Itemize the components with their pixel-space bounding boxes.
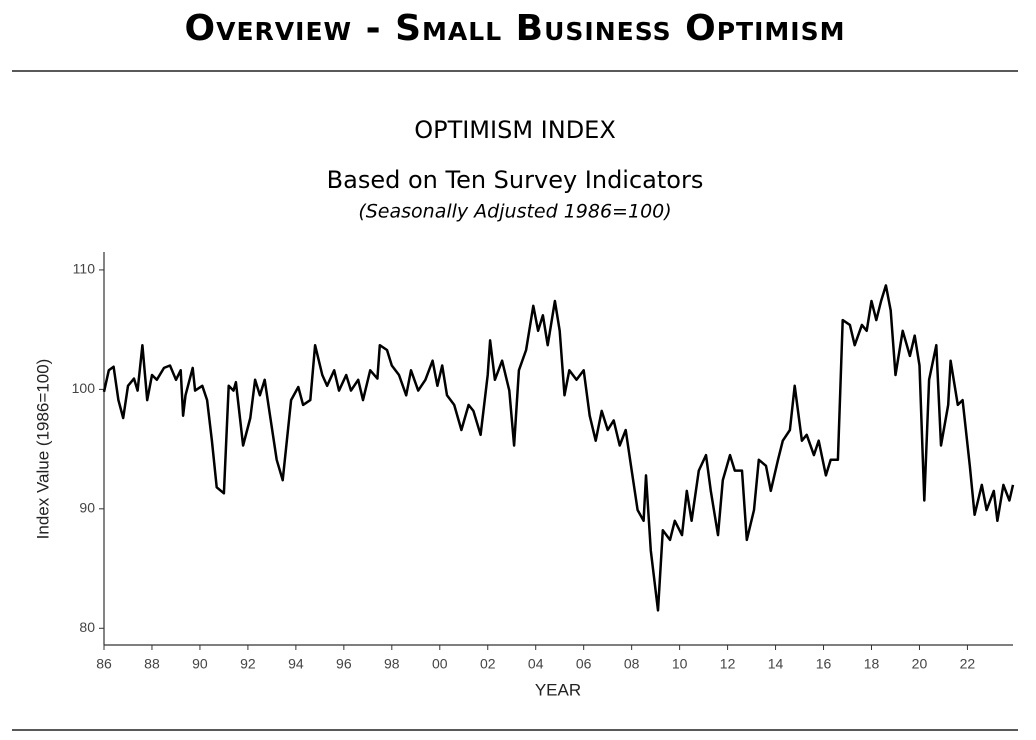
- x-tick-label: 86: [96, 656, 112, 672]
- x-tick-label: 88: [144, 656, 160, 672]
- x-tick-label: 92: [240, 656, 256, 672]
- x-tick-label: 98: [384, 656, 400, 672]
- x-tick-label: 96: [336, 656, 352, 672]
- x-tick-label: 18: [864, 656, 880, 672]
- y-axis-label: Index Value (1986=100): [33, 359, 52, 540]
- y-tick-label: 90: [79, 500, 95, 516]
- x-tick-label: 94: [288, 656, 304, 672]
- x-tick-label: 12: [720, 656, 736, 672]
- index-line: [102, 284, 1015, 612]
- x-tick-label: 22: [960, 656, 976, 672]
- chart-subtitle: Based on Ten Survey Indicators: [327, 166, 704, 194]
- page-title: Overview - Small Business Optimism: [185, 8, 846, 49]
- y-tick-label: 80: [79, 619, 95, 635]
- x-axis-label: YEAR: [535, 680, 581, 699]
- x-tick-label: 00: [432, 656, 448, 672]
- x-tick-label: 10: [672, 656, 688, 672]
- x-tick-label: 14: [768, 656, 784, 672]
- x-tick-label: 06: [576, 656, 592, 672]
- x-tick-label: 20: [912, 656, 928, 672]
- y-tick-label: 100: [72, 380, 96, 396]
- x-tick-label: 08: [624, 656, 640, 672]
- y-tick-label: 110: [73, 261, 96, 277]
- x-tick-label: 90: [192, 656, 208, 672]
- x-tick-label: 02: [480, 656, 496, 672]
- x-tick-label: 16: [816, 656, 832, 672]
- chart-note: (Seasonally Adjusted 1986=100): [358, 201, 671, 223]
- chart-title: OPTIMISM INDEX: [414, 116, 616, 144]
- x-tick-label: 04: [528, 656, 544, 672]
